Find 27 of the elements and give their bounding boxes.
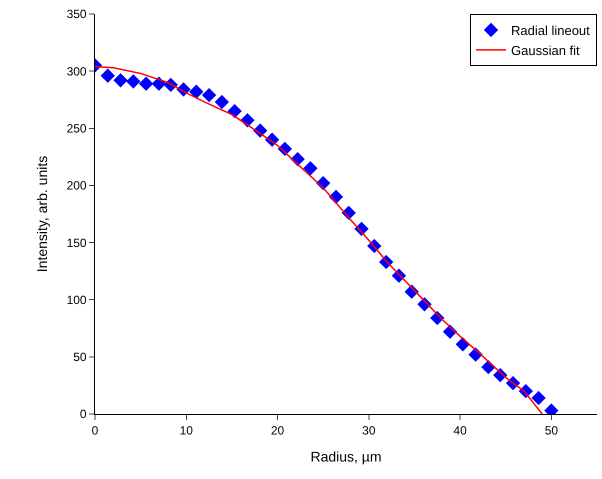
point	[189, 84, 204, 99]
y-tick-label: 250	[66, 121, 87, 136]
legend-label: Radial lineout	[511, 23, 590, 38]
y-tick-label: 100	[66, 292, 87, 307]
y-tick-label: 0	[80, 407, 87, 422]
point	[126, 74, 140, 89]
point	[100, 68, 115, 83]
point	[138, 76, 154, 91]
y-tick-label: 350	[66, 7, 87, 22]
y-tick-label: 150	[66, 236, 87, 250]
x-tick-label: 0	[92, 423, 99, 438]
point	[303, 161, 318, 176]
x-tick-label: 10	[180, 423, 194, 438]
point	[531, 390, 546, 406]
y-axis-title: Intensity, arb. units	[34, 156, 50, 272]
x-tick-label: 30	[362, 423, 376, 438]
y-tick-label: 200	[66, 178, 87, 193]
x-tick-label: 20	[270, 423, 285, 438]
y-tick-label: 300	[66, 64, 87, 78]
point	[214, 94, 230, 110]
point	[113, 73, 128, 88]
x-tick-label: 40	[453, 423, 468, 438]
x-axis-title: Radius, µm	[310, 448, 382, 465]
x-tick-label: 50	[544, 423, 558, 438]
point	[202, 88, 216, 102]
legend-label: Gaussian fit	[511, 42, 580, 58]
y-tick-label: 50	[73, 350, 87, 364]
